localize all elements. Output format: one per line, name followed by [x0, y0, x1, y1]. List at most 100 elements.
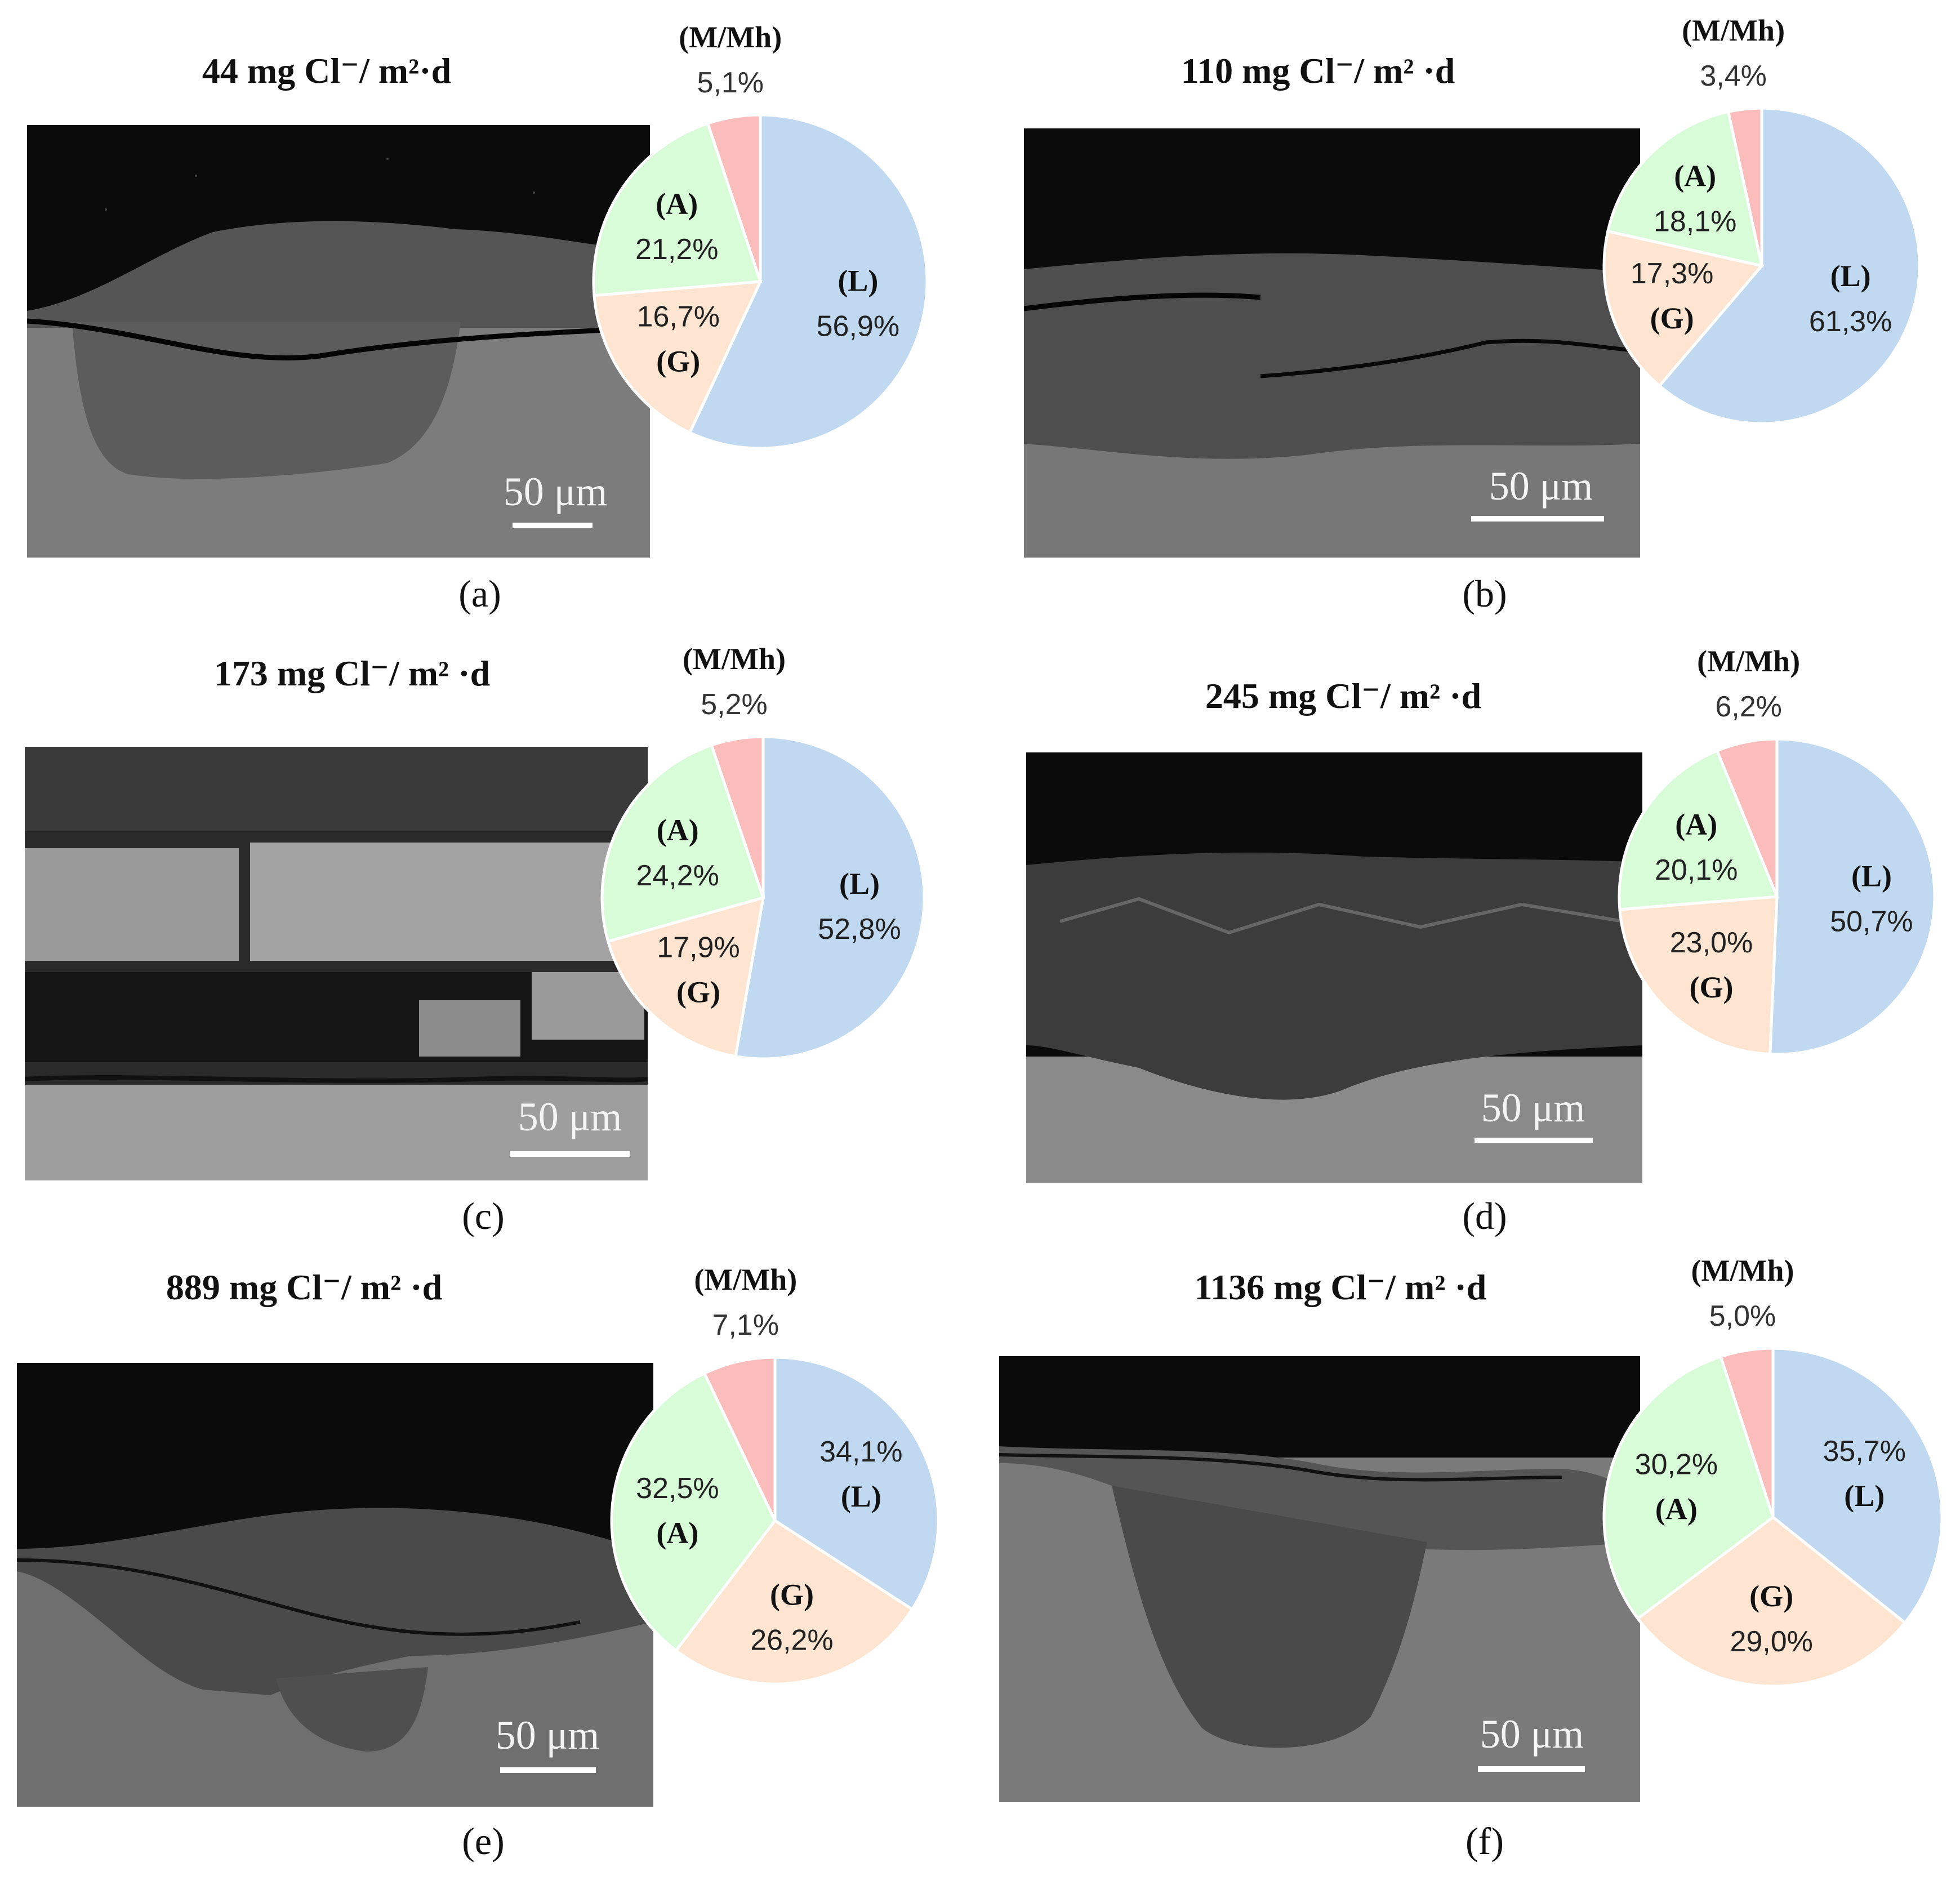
pie-c-slice-a [600, 743, 765, 943]
pie-d-name-g: (G) [1689, 970, 1733, 1004]
scale-label-d: 50 μm [1481, 1085, 1585, 1130]
pie-f-label-l: 35,7% [1823, 1435, 1906, 1468]
scale-bar-b [1471, 516, 1604, 522]
pie-d-label-m: 6,2% [1715, 690, 1782, 723]
pie-a-label-l: 56,9% [817, 310, 899, 343]
pie-a-label-a: 21,2% [635, 233, 718, 266]
pie-b-slice-g [1602, 229, 1765, 388]
pie-f-slice-g [1636, 1515, 1907, 1688]
pie-f-label-g: 29,0% [1730, 1625, 1812, 1658]
panel-a-letter: (a) [458, 572, 501, 615]
scale-bar-e [500, 1767, 596, 1773]
pie-f-label-m: 5,0% [1709, 1300, 1776, 1333]
pie-e-slice-m [702, 1356, 777, 1522]
pie-c-name-m: (M/Mh) [683, 642, 786, 676]
panel-b-letter: (b) [1462, 572, 1507, 615]
panel-b-title: 110 mg Cl⁻/ m² ·d [1181, 51, 1455, 91]
scale-label-a: 50 μm [503, 469, 608, 514]
pie-e-name-a: (A) [656, 1516, 698, 1550]
pie-e-label-m: 7,1% [712, 1309, 779, 1342]
pie-b-name-l: (L) [1830, 259, 1871, 293]
pie-f-name-a: (A) [1655, 1492, 1698, 1526]
pie-a-name-a: (A) [656, 187, 698, 221]
sem-image-e [17, 1363, 653, 1807]
pie-d-name-a: (A) [1675, 808, 1717, 841]
pie-b-label-g: 17,3% [1631, 257, 1713, 290]
panel-d-letter: (d) [1462, 1195, 1507, 1237]
pie-f-name-g: (G) [1749, 1579, 1793, 1613]
panel-c-title: 173 mg Cl⁻/ m² ·d [213, 653, 491, 693]
scale-bar-d [1475, 1138, 1593, 1143]
pie-b-label-a: 18,1% [1654, 206, 1736, 238]
pie-b-slice-m [1726, 106, 1763, 266]
sem-image-a [27, 125, 650, 558]
pie-a-slice-m [706, 113, 762, 282]
pie-a-name-l: (L) [838, 264, 878, 298]
pie-a-slice-g [593, 280, 763, 435]
sem-micrograph-f [999, 1356, 1640, 1802]
sem-micrograph-e [17, 1363, 653, 1807]
scale-label-f: 50 μm [1480, 1712, 1584, 1757]
pie-f-name-l: (L) [1844, 1479, 1885, 1513]
pie-e-slice-a [610, 1371, 777, 1653]
sem-image-b [1024, 128, 1640, 558]
pie-a-slice-a [592, 121, 763, 297]
pie-c-slice-g [606, 895, 765, 1058]
pie-e-label-a: 32,5% [636, 1472, 719, 1505]
pie-b-name-a: (A) [1674, 159, 1716, 193]
panel-c-letter: (c) [462, 1195, 505, 1237]
panel-d-title: 245 mg Cl⁻/ m² ·d [1205, 676, 1482, 716]
pie-c-label-g: 17,9% [657, 931, 740, 964]
pie-f-slice-l [1771, 1347, 1944, 1625]
scale-label-c: 50 μm [518, 1094, 622, 1139]
pie-a-slice-l [688, 113, 929, 450]
sem-micrograph-c [25, 747, 648, 1180]
pie-f-slice-a [1602, 1354, 1775, 1621]
pie-e-name-m: (M/Mh) [694, 1263, 797, 1296]
scale-label-b: 50 μm [1489, 464, 1593, 509]
pie-d-slice-g [1618, 895, 1779, 1056]
pie-d-slice-l [1769, 737, 1936, 1056]
pie-b-label-m: 3,4% [1700, 60, 1767, 92]
panel-f-title: 1136 mg Cl⁻/ m² ·d [1194, 1267, 1487, 1307]
sem-image-f [999, 1356, 1640, 1802]
pie-b-slice-l [1657, 106, 1921, 425]
scale-bar-f [1478, 1766, 1585, 1772]
pie-d-slice-m [1715, 737, 1779, 897]
pie-d-name-m: (M/Mh) [1697, 644, 1800, 678]
sem-micrograph-d [1026, 752, 1642, 1183]
sem-image-d [1026, 752, 1642, 1183]
pie-f-name-m: (M/Mh) [1691, 1254, 1794, 1287]
pie-c-label-a: 24,2% [636, 859, 719, 892]
pie-a-name-m: (M/Mh) [679, 20, 782, 54]
pie-c-name-a: (A) [657, 813, 699, 847]
pie-c-slice-l [733, 735, 926, 1060]
sem-micrograph-b [1024, 128, 1640, 558]
pie-b-name-m: (M/Mh) [1682, 14, 1785, 47]
panel-a-title: 44 mg Cl⁻/ m²·d [202, 51, 452, 91]
scale-label-e: 50 μm [495, 1713, 600, 1758]
pie-c-label-l: 52,8% [818, 913, 901, 946]
panel-e-title: 889 mg Cl⁻/ m² ·d [166, 1267, 443, 1307]
pie-c-name-l: (L) [839, 867, 880, 901]
pie-a-label-m: 5,1% [697, 66, 764, 99]
pie-e-slice-g [674, 1518, 914, 1686]
pie-d-slice-a [1618, 748, 1779, 911]
panel-e-letter: (e) [462, 1820, 505, 1862]
scale-bar-a [513, 523, 593, 528]
pie-c-name-g: (G) [676, 975, 720, 1009]
pie-e-label-g: 26,2% [750, 1624, 833, 1656]
pie-c-slice-m [710, 735, 765, 898]
pie-a-name-g: (G) [656, 345, 700, 378]
pie-d-label-g: 23,0% [1670, 926, 1753, 959]
pie-d-label-a: 20,1% [1655, 854, 1738, 886]
pie-f-slice-m [1719, 1347, 1775, 1518]
pie-e-name-l: (L) [841, 1480, 881, 1513]
pie-a-label-g: 16,7% [637, 301, 720, 333]
pie-f-label-a: 30,2% [1635, 1449, 1718, 1481]
